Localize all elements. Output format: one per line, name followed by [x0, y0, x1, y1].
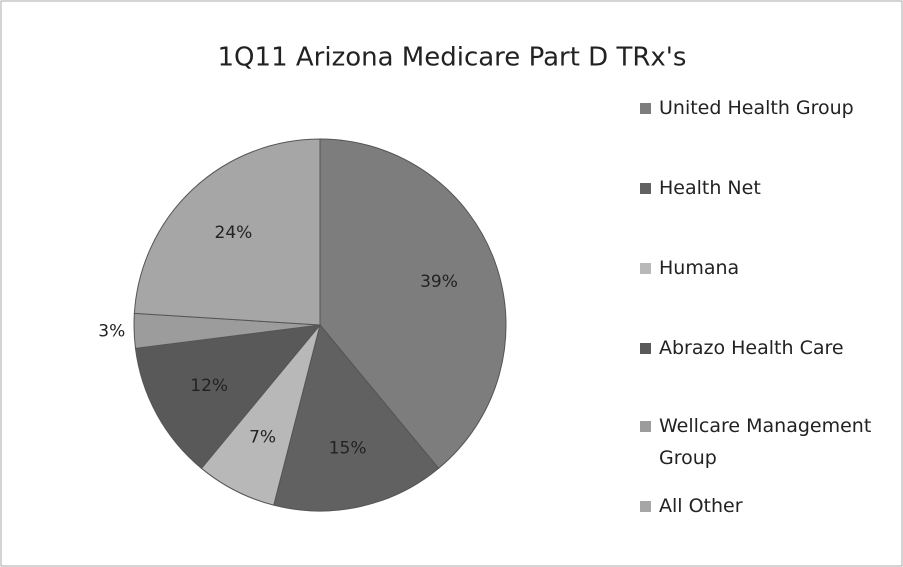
legend-label: All Other — [659, 495, 743, 517]
legend-swatch — [640, 103, 651, 114]
legend-item: Humana — [640, 252, 902, 284]
legend-swatch — [640, 263, 651, 274]
legend-item: All Other — [640, 490, 902, 522]
legend-swatch — [640, 183, 651, 194]
legend-swatch — [640, 343, 651, 354]
legend-label: Health Net — [659, 177, 761, 199]
data-label: 12% — [190, 376, 228, 396]
legend-swatch — [640, 501, 651, 512]
data-label: 7% — [249, 428, 276, 448]
pie-slice — [273, 323, 440, 512]
pie-slice — [134, 324, 322, 470]
legend-item: United Health Group — [640, 92, 902, 124]
data-label: 39% — [420, 272, 458, 292]
legend-item: Abrazo Health Care — [640, 332, 902, 364]
legend-swatch — [640, 421, 651, 432]
data-label: 15% — [329, 438, 367, 458]
legend-label: Humana — [659, 257, 740, 279]
pie-slice — [319, 138, 507, 470]
legend-label: Abrazo Health Care — [659, 337, 844, 359]
chart-title: 1Q11 Arizona Medicare Part D TRx's — [218, 43, 687, 73]
legend-item: Health Net — [640, 172, 902, 204]
data-label: 3% — [98, 322, 125, 342]
legend-item: Wellcare Management Group — [640, 410, 902, 474]
data-label: 24% — [215, 223, 253, 243]
legend-label: United Health Group — [659, 97, 854, 119]
pie-slice — [133, 138, 321, 326]
legend-label: Wellcare Management Group — [659, 415, 872, 469]
